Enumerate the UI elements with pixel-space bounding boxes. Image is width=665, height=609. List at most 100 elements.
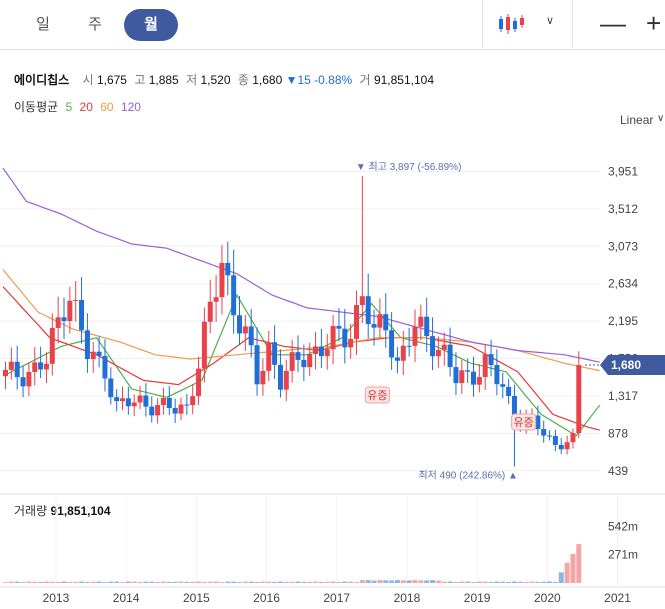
candle-body	[219, 262, 225, 298]
volume-bar	[365, 580, 371, 583]
candle-body	[447, 344, 453, 368]
candle-body	[289, 352, 295, 371]
candle-body	[49, 327, 55, 364]
volume-bar	[330, 581, 336, 583]
zoom-out-button[interactable]: —	[600, 8, 626, 38]
candle-body	[476, 377, 482, 385]
period-week-button[interactable]: 주	[88, 16, 102, 33]
candle-body	[143, 395, 149, 407]
chevron-down-icon[interactable]: ∨	[657, 113, 665, 124]
ma5-legend[interactable]: 5	[65, 100, 73, 114]
zoom-in-button[interactable]: +	[646, 8, 662, 38]
candle-body	[190, 396, 196, 406]
stock-info: 에이디칩스 시 1,675 고 1,885 저 1,520 종 1,680 ▼1…	[14, 71, 434, 88]
volume-bar	[418, 580, 424, 583]
volume-bar	[219, 582, 225, 583]
candle-body	[32, 362, 38, 373]
price-tick-label: 439	[608, 464, 628, 478]
candle-body	[488, 354, 494, 366]
candle-body	[277, 364, 283, 390]
ma-label: 이동평균	[14, 100, 59, 114]
volume-bar	[289, 581, 295, 583]
candle-body	[377, 314, 383, 328]
candle-body	[511, 396, 517, 420]
volume-bar	[49, 581, 55, 583]
volume-bar	[207, 581, 213, 583]
candle-body	[61, 317, 67, 322]
candlestick-icon[interactable]	[498, 12, 526, 36]
year-tick-label: 2014	[113, 591, 140, 605]
candle-body	[272, 342, 278, 365]
volume-bar	[377, 580, 383, 583]
chart-toolbar: 일 주 월 ∨ — +	[0, 0, 665, 50]
volume-bar	[277, 581, 283, 583]
event-marker-box	[364, 386, 390, 404]
volume-bar	[283, 581, 289, 583]
candle-body	[120, 398, 125, 402]
volume-bar	[371, 580, 377, 583]
year-tick-label: 2021	[604, 591, 631, 605]
ma60-legend[interactable]: 60	[100, 100, 114, 114]
toolbar-divider	[482, 0, 483, 50]
candle-body	[324, 349, 330, 357]
candle-body	[330, 325, 336, 350]
chevron-down-icon[interactable]: ∨	[546, 15, 555, 27]
candle-body	[67, 300, 73, 322]
scale-selector[interactable]: Linear	[620, 113, 654, 127]
candle-body	[336, 325, 342, 329]
candle-body	[535, 415, 541, 430]
candle-body	[155, 405, 161, 416]
candle-body	[237, 315, 242, 334]
volume-bar	[43, 581, 49, 583]
volume-bar	[535, 581, 541, 583]
volume-bar	[266, 581, 272, 583]
volume-bar	[453, 582, 459, 583]
volume-bar	[90, 581, 96, 583]
candle-body	[84, 330, 90, 360]
candle-body	[371, 324, 377, 328]
volume-bar	[324, 581, 330, 583]
price-tick-label: 3,073	[608, 239, 638, 253]
low-label: 저	[186, 73, 198, 87]
year-tick-label: 2020	[534, 591, 561, 605]
high-value: 1,885	[148, 73, 179, 87]
candle-body	[184, 404, 190, 406]
volume-bar	[137, 582, 143, 583]
volume-bar	[149, 581, 155, 583]
volume-value: 91,851,104	[373, 73, 434, 87]
close-label: 종	[237, 73, 249, 87]
current-price-label: 1,680	[611, 358, 641, 372]
period-day-button[interactable]: 일	[36, 16, 50, 33]
volume-bar	[307, 581, 313, 583]
candle-body	[435, 349, 441, 357]
volume-bar	[558, 572, 564, 583]
volume-bar	[114, 581, 120, 583]
candle-body	[55, 317, 61, 328]
volume-bar	[400, 580, 406, 583]
candle-body	[201, 321, 207, 369]
candle-body	[500, 384, 506, 387]
candle-body	[131, 402, 137, 407]
candle-body	[430, 336, 436, 357]
volume-tick-label: 542m	[608, 519, 638, 533]
high-label: 고	[134, 73, 146, 87]
volume-bar	[73, 581, 79, 583]
year-tick-label: 2013	[43, 591, 70, 605]
volume-bar	[359, 580, 365, 583]
price-tick-label: 1,317	[608, 389, 638, 403]
volume-bar	[248, 581, 254, 583]
period-month-button[interactable]: 월	[124, 9, 178, 41]
current-price-tag	[600, 355, 665, 376]
volume-bar	[511, 581, 517, 583]
candle-body	[389, 330, 395, 358]
volume-bar	[318, 581, 324, 583]
volume-bar	[406, 580, 412, 583]
candle-body	[207, 301, 213, 322]
ma120-legend[interactable]: 120	[120, 100, 141, 114]
volume-bar	[32, 581, 38, 583]
volume-bar	[160, 581, 166, 583]
ma20-legend[interactable]: 20	[79, 100, 93, 114]
volume-bar	[225, 581, 231, 583]
volume-bar	[242, 581, 248, 583]
